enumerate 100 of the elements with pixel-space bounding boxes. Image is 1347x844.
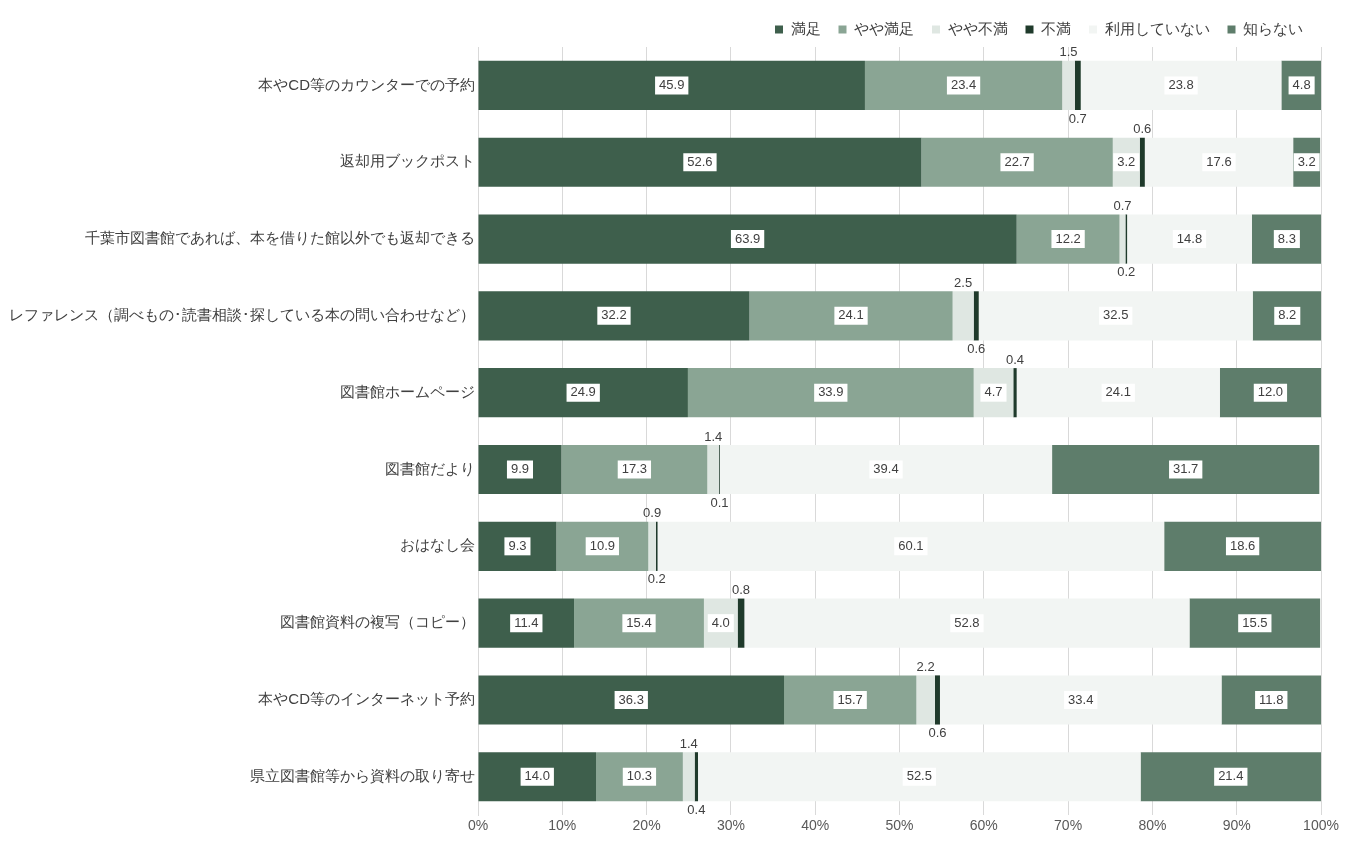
data-label: 15.4	[626, 614, 652, 630]
data-label: 32.5	[1103, 307, 1129, 323]
bar	[719, 444, 1053, 495]
data-label: 14.0	[524, 768, 550, 784]
bar	[478, 444, 562, 495]
data-label: 2.5	[954, 274, 973, 290]
data-label: 0.4	[1005, 351, 1025, 367]
y-tick-label: 千葉市図書館であれば、本を借りた館以外でも返却できる	[85, 229, 475, 247]
data-label: 10.9	[589, 537, 615, 553]
bar	[478, 598, 575, 648]
bar	[978, 291, 1253, 341]
bar	[698, 752, 1141, 802]
bar	[864, 60, 1063, 110]
bar	[1127, 214, 1252, 264]
bar	[574, 598, 704, 648]
data-label: 3.2	[1117, 153, 1136, 169]
data-label: 0.2	[647, 571, 666, 587]
y-tick-label: 本やCD等のインターネット予約	[258, 690, 475, 708]
data-label: 24.9	[570, 384, 596, 400]
data-label: 0.6	[967, 341, 986, 357]
x-tick-label: 90%	[1222, 817, 1251, 834]
bar	[1252, 291, 1321, 341]
bar	[1164, 521, 1321, 571]
bar	[1016, 368, 1220, 418]
y-tick-label: 本やCD等のカウンターでの予約	[258, 75, 475, 93]
y-tick-label: おはなし会	[400, 536, 475, 554]
data-label: 0.6	[928, 725, 947, 741]
bar	[1080, 60, 1282, 110]
bar	[682, 752, 695, 802]
bar	[1140, 752, 1321, 802]
bar	[478, 60, 865, 110]
data-label: 23.8	[1168, 76, 1194, 92]
x-tick-label: 30%	[716, 817, 745, 834]
bar	[478, 752, 597, 802]
data-label: 0.7	[1068, 110, 1087, 126]
bar	[478, 368, 688, 418]
data-label: 9.9	[510, 461, 530, 477]
bar	[784, 675, 917, 725]
bar	[1052, 444, 1320, 495]
y-tick-label: 図書館ホームページ	[340, 382, 475, 400]
x-tick-label: 80%	[1138, 817, 1167, 834]
data-label: 4.7	[984, 384, 1003, 400]
data-label: 52.5	[906, 768, 932, 784]
data-label: 0.1	[710, 494, 729, 510]
bar	[478, 675, 785, 725]
legend-label: 利用していない	[1104, 19, 1210, 37]
data-label: 23.4	[950, 76, 977, 92]
data-label: 33.9	[818, 384, 844, 400]
bar	[939, 675, 1222, 725]
bar	[1219, 368, 1321, 418]
data-label: 33.4	[1068, 691, 1094, 707]
data-label: 60.1	[898, 537, 924, 553]
x-tick-label: 0%	[467, 817, 489, 834]
bar	[1062, 60, 1075, 110]
bar	[916, 675, 935, 725]
x-tick-label: 70%	[1054, 817, 1083, 834]
bar	[952, 291, 974, 341]
bar	[921, 137, 1113, 187]
data-label: 36.3	[618, 691, 644, 707]
y-tick-label: レファレンス（調べもの･読書相談･探している本の問い合わせなど）	[9, 306, 475, 324]
bar	[749, 291, 953, 341]
data-label: 3.2	[1297, 153, 1316, 169]
x-tick-label: 20%	[632, 817, 661, 834]
data-label: 1.5	[1059, 44, 1078, 60]
bar	[1251, 214, 1321, 264]
data-label: 0.4	[687, 801, 706, 817]
data-label: 32.2	[601, 307, 627, 323]
data-label: 12.0	[1257, 384, 1284, 400]
bar	[657, 521, 1165, 571]
data-label: 39.4	[873, 461, 899, 477]
bar	[934, 675, 940, 725]
data-label: 4.8	[1292, 76, 1311, 92]
data-label: 0.8	[731, 582, 751, 598]
legend-label: 満足	[790, 19, 821, 37]
bar	[1139, 137, 1145, 187]
x-tick-label: 40%	[801, 817, 830, 834]
y-tick-label: 図書館資料の複写（コピー）	[280, 613, 475, 631]
data-label: 15.5	[1242, 614, 1268, 630]
data-label: 52.8	[954, 614, 980, 630]
bar	[1189, 598, 1321, 648]
data-label: 45.9	[659, 76, 685, 92]
x-tick-label: 60%	[969, 817, 998, 834]
data-label: 52.6	[687, 153, 713, 169]
y-tick-label: 返却用ブックポスト	[340, 152, 475, 170]
bar	[561, 444, 708, 495]
bar	[687, 368, 974, 418]
data-label: 0.7	[1113, 198, 1132, 214]
x-tick-label: 10%	[548, 817, 577, 834]
y-tick-label: 図書館だより	[385, 459, 475, 477]
bar	[596, 752, 683, 802]
bar	[478, 291, 750, 341]
bar	[556, 521, 649, 571]
data-label: 12.2	[1055, 230, 1081, 246]
data-label: 11.4	[514, 614, 539, 630]
bar	[744, 598, 1190, 648]
bar	[1221, 675, 1321, 725]
data-label: 10.3	[626, 768, 653, 784]
data-label: 63.9	[734, 230, 761, 246]
data-label: 18.6	[1229, 537, 1256, 553]
legend-label: やや満足	[854, 19, 914, 37]
